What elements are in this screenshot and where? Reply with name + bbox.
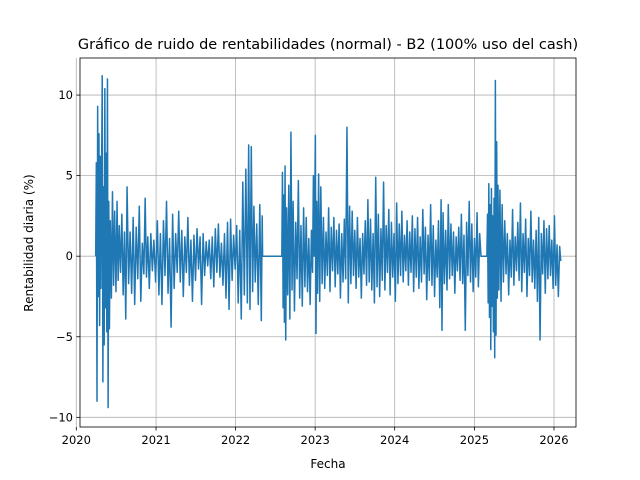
- plot-frame: [79, 57, 577, 428]
- plot-area: [94, 74, 562, 409]
- x-axis-label: Fecha: [310, 457, 345, 471]
- y-tick-label: −10: [49, 410, 73, 424]
- x-tick-label: 2020: [62, 433, 91, 447]
- y-tick-label: 0: [66, 249, 73, 263]
- x-tick-label: 2026: [539, 433, 568, 447]
- y-axis: −10 −5 0 5 10: [49, 88, 80, 424]
- x-tick-label: 2021: [141, 433, 170, 447]
- chart-title: Gráfico de ruido de rentabilidades (norm…: [78, 37, 578, 53]
- x-tick-label: 2025: [460, 433, 489, 447]
- y-axis-label: Rentabilidad diaria (%): [22, 174, 36, 311]
- y-tick-label: −5: [56, 330, 73, 344]
- y-tick-label: 10: [58, 88, 73, 102]
- x-tick-label: 2023: [301, 433, 330, 447]
- series-line-0: [94, 74, 562, 409]
- x-axis: 2020 2021 2022 2023 2024 2025 2026: [62, 427, 569, 447]
- y-tick-label: 5: [66, 169, 73, 183]
- x-tick-label: 2024: [380, 433, 409, 447]
- x-tick-label: 2022: [221, 433, 250, 447]
